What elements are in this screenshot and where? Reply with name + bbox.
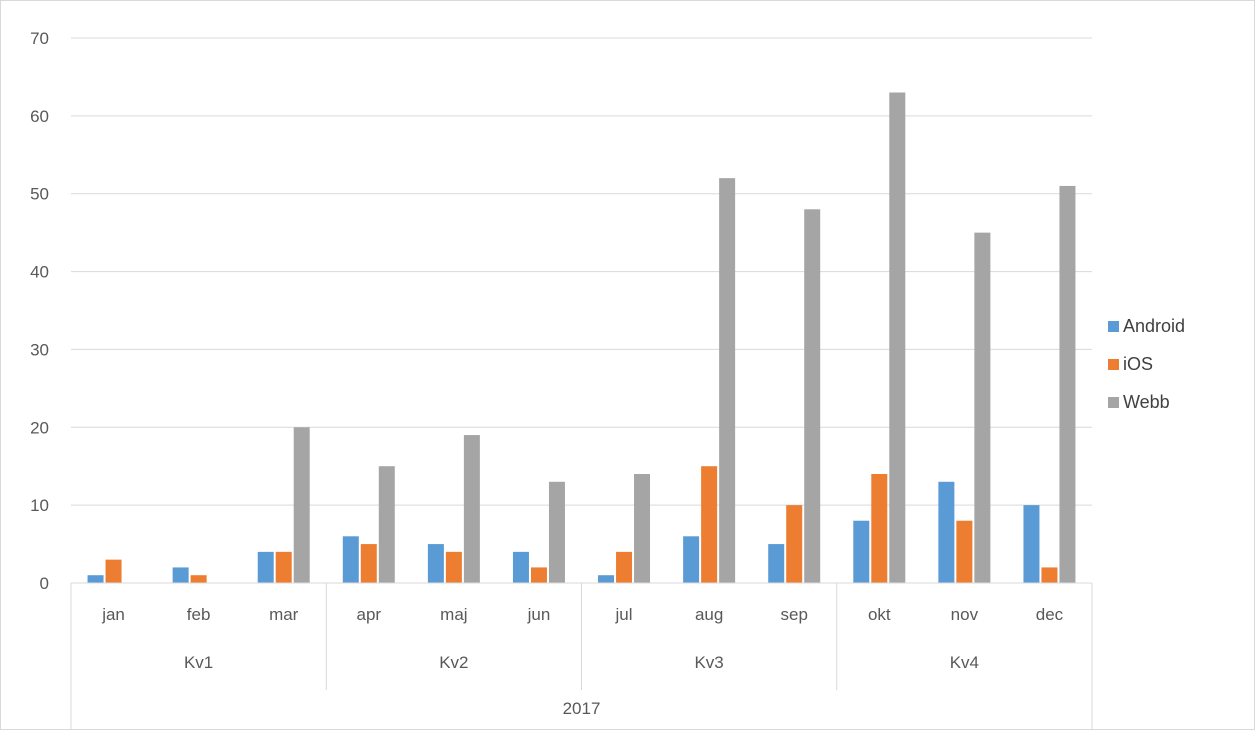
x-tick-label: jun — [527, 605, 551, 624]
y-tick-label: 20 — [30, 418, 49, 437]
bar-android-sep — [768, 544, 785, 583]
bar-webb-apr — [378, 466, 395, 583]
legend-swatch-ios — [1108, 359, 1119, 370]
legend-swatch-android — [1108, 321, 1119, 332]
group-label: Kv3 — [694, 653, 723, 672]
bar-ios-jul — [616, 551, 633, 583]
x-tick-label: jul — [615, 605, 633, 624]
bar-ios-jan — [105, 559, 122, 583]
bar-android-jul — [598, 575, 615, 583]
x-axis — [70, 582, 1093, 729]
group-label: Kv4 — [950, 653, 979, 672]
group-label: Kv1 — [184, 653, 213, 672]
bar-webb-dec — [1059, 185, 1076, 583]
bar-ios-sep — [786, 505, 803, 583]
gridlines — [71, 37, 1092, 506]
bar-android-okt — [853, 520, 870, 583]
bar-webb-nov — [974, 232, 991, 583]
bar-android-jun — [512, 551, 529, 583]
legend-label-ios: iOS — [1123, 354, 1153, 374]
y-tick-label: 10 — [30, 496, 49, 515]
super-group-label: 2017 — [563, 699, 601, 718]
bars — [87, 92, 1076, 584]
x-tick-label: sep — [780, 605, 807, 624]
bar-ios-feb — [190, 575, 207, 583]
x-tick-label: aug — [695, 605, 723, 624]
legend-swatch-webb — [1108, 397, 1119, 408]
bar-webb-mar — [293, 427, 310, 583]
x-tick-label: maj — [440, 605, 467, 624]
bar-ios-mar — [275, 551, 292, 583]
bar-android-dec — [1023, 505, 1040, 583]
bar-webb-jun — [548, 481, 565, 583]
legend: Android iOS Webb — [1108, 316, 1185, 412]
bar-webb-maj — [463, 435, 480, 583]
y-tick-label: 0 — [40, 574, 49, 593]
bar-webb-sep — [804, 209, 821, 584]
y-axis-tick-labels: 0 10 20 30 40 50 60 70 — [30, 29, 49, 593]
x-tick-label: feb — [187, 605, 211, 624]
bar-ios-nov — [956, 520, 973, 583]
y-tick-label: 30 — [30, 340, 49, 359]
bar-ios-aug — [701, 466, 718, 583]
legend-label-android: Android — [1123, 316, 1185, 336]
y-tick-label: 60 — [30, 107, 49, 126]
bar-ios-okt — [871, 474, 888, 583]
bar-ios-apr — [360, 544, 377, 583]
bar-android-mar — [257, 551, 274, 583]
x-axis-labels: jan feb mar apr maj jun jul aug sep okt nov dec Kv1 K… — [101, 605, 1063, 718]
bar-android-nov — [938, 481, 955, 583]
y-tick-label: 50 — [30, 185, 49, 204]
x-tick-label: apr — [357, 605, 382, 624]
bar-ios-maj — [445, 551, 462, 583]
y-tick-label: 70 — [30, 29, 49, 48]
bar-webb-okt — [889, 92, 906, 583]
bar-android-aug — [683, 536, 700, 583]
x-tick-label: mar — [269, 605, 299, 624]
group-label: Kv2 — [439, 653, 468, 672]
bar-android-apr — [342, 536, 359, 583]
legend-label-webb: Webb — [1123, 392, 1170, 412]
x-tick-label: nov — [951, 605, 979, 624]
bar-ios-dec — [1041, 567, 1058, 583]
bar-ios-jun — [530, 567, 547, 583]
bar-android-feb — [172, 567, 189, 583]
x-tick-label: dec — [1036, 605, 1064, 624]
y-tick-label: 40 — [30, 263, 49, 282]
bar-webb-jul — [634, 474, 651, 583]
bar-android-jan — [87, 575, 104, 583]
x-tick-label: okt — [868, 605, 891, 624]
bar-android-maj — [427, 544, 444, 583]
x-tick-label: jan — [101, 605, 125, 624]
bar-webb-aug — [719, 178, 736, 583]
